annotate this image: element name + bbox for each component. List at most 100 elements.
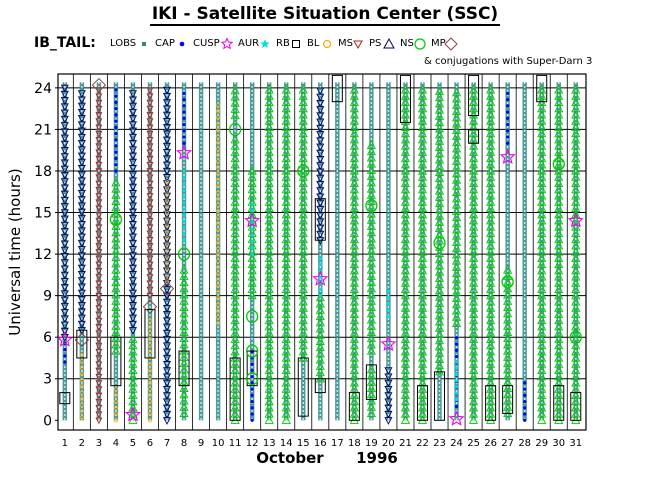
marker-aur xyxy=(182,207,186,211)
marker-ns xyxy=(468,340,479,350)
marker-ns xyxy=(298,246,308,256)
marker-ns xyxy=(571,315,581,325)
marker-ns xyxy=(451,131,462,140)
marker-bl xyxy=(216,321,221,326)
marker-ms xyxy=(95,155,103,163)
marker-ns xyxy=(468,271,479,281)
marker-ns xyxy=(537,184,547,194)
legend-marker-ps xyxy=(383,37,395,49)
marker-bl xyxy=(216,202,221,208)
marker-ns xyxy=(537,383,547,393)
marker-ns xyxy=(537,122,547,131)
marker-ns xyxy=(503,314,513,324)
marker-ns xyxy=(247,172,257,181)
marker-ns xyxy=(366,158,376,168)
marker-ms xyxy=(95,124,103,132)
marker-ns xyxy=(434,254,445,264)
marker-ns xyxy=(366,395,376,405)
marker-rb-box xyxy=(536,74,548,103)
marker-cap xyxy=(182,129,186,133)
marker-ns xyxy=(281,383,291,393)
marker-ns xyxy=(264,234,274,244)
marker-ns xyxy=(486,352,496,362)
marker-ns xyxy=(230,147,240,156)
marker-ns xyxy=(281,246,291,256)
marker-cusp-star xyxy=(124,406,141,422)
marker-aur xyxy=(250,227,254,231)
marker-ns xyxy=(179,277,189,287)
marker-ns xyxy=(400,234,411,244)
marker-ns xyxy=(417,253,428,262)
marker-ns xyxy=(366,345,376,355)
marker-ns xyxy=(298,309,308,318)
marker-ns xyxy=(537,408,547,418)
marker-bl xyxy=(216,146,221,151)
marker-ns xyxy=(434,192,445,201)
x-tick-label: 8 xyxy=(181,438,187,449)
marker-cap xyxy=(250,400,254,404)
marker-ns xyxy=(349,321,359,331)
marker-ns xyxy=(298,190,308,200)
marker-ns xyxy=(349,172,359,181)
marker-ns xyxy=(503,364,513,374)
marker-ns xyxy=(179,271,189,280)
marker-ns xyxy=(349,159,359,169)
legend-marker-cap xyxy=(179,41,185,47)
marker-ns xyxy=(366,271,376,280)
marker-diamond xyxy=(159,281,175,296)
marker-ns xyxy=(281,265,291,275)
marker-ns xyxy=(486,178,496,188)
marker-ns xyxy=(298,109,308,119)
marker-ns xyxy=(111,333,121,343)
marker-ns xyxy=(298,159,308,169)
x-tick-label: 18 xyxy=(348,438,361,449)
marker-ns xyxy=(366,171,376,181)
marker-cusp-star xyxy=(499,148,516,164)
marker-ns xyxy=(554,209,564,219)
marker-ns xyxy=(400,134,411,144)
marker-cusp-star xyxy=(567,212,584,228)
marker-ms xyxy=(95,261,103,269)
marker-ns xyxy=(179,364,189,374)
marker-ns xyxy=(537,365,547,375)
marker-ns xyxy=(417,340,428,350)
marker-ns xyxy=(571,302,581,312)
marker-cap xyxy=(250,406,254,410)
marker-ns xyxy=(264,215,274,225)
marker-cap xyxy=(114,88,118,92)
marker-ns xyxy=(434,248,445,257)
marker-ns xyxy=(434,260,445,270)
marker-cap xyxy=(506,91,510,95)
marker-ns xyxy=(486,165,496,175)
marker-ns xyxy=(179,327,189,336)
marker-ns xyxy=(281,371,291,381)
marker-ns xyxy=(400,97,411,106)
marker-ns xyxy=(400,390,411,399)
marker-ns xyxy=(128,383,138,393)
marker-ns xyxy=(111,239,121,249)
x-tick-label: 29 xyxy=(535,438,548,449)
marker-ns xyxy=(366,239,376,249)
marker-ns xyxy=(486,253,496,262)
marker-bl xyxy=(216,184,221,189)
marker-cap xyxy=(182,116,186,120)
marker-ns xyxy=(400,277,411,287)
marker-ns xyxy=(281,296,291,306)
marker-ms xyxy=(146,99,154,107)
marker-ns xyxy=(298,265,308,275)
marker-ns xyxy=(537,115,547,125)
marker-ns xyxy=(400,84,411,94)
marker-ns xyxy=(554,240,564,250)
marker-ns xyxy=(366,320,376,330)
marker-ns xyxy=(400,221,411,231)
marker-bl xyxy=(216,215,221,220)
marker-ns xyxy=(503,401,513,411)
legend: IB_TAIL: LOBS CAP CUSP AUR RB BL MS PS NS MP & conj… xyxy=(34,35,592,67)
marker-ns xyxy=(264,178,274,188)
marker-ns xyxy=(571,371,581,381)
marker-ns xyxy=(451,118,462,128)
marker-cap xyxy=(114,94,118,98)
marker-ns xyxy=(554,90,564,100)
marker-bl xyxy=(79,402,84,408)
marker-ns xyxy=(537,296,547,306)
